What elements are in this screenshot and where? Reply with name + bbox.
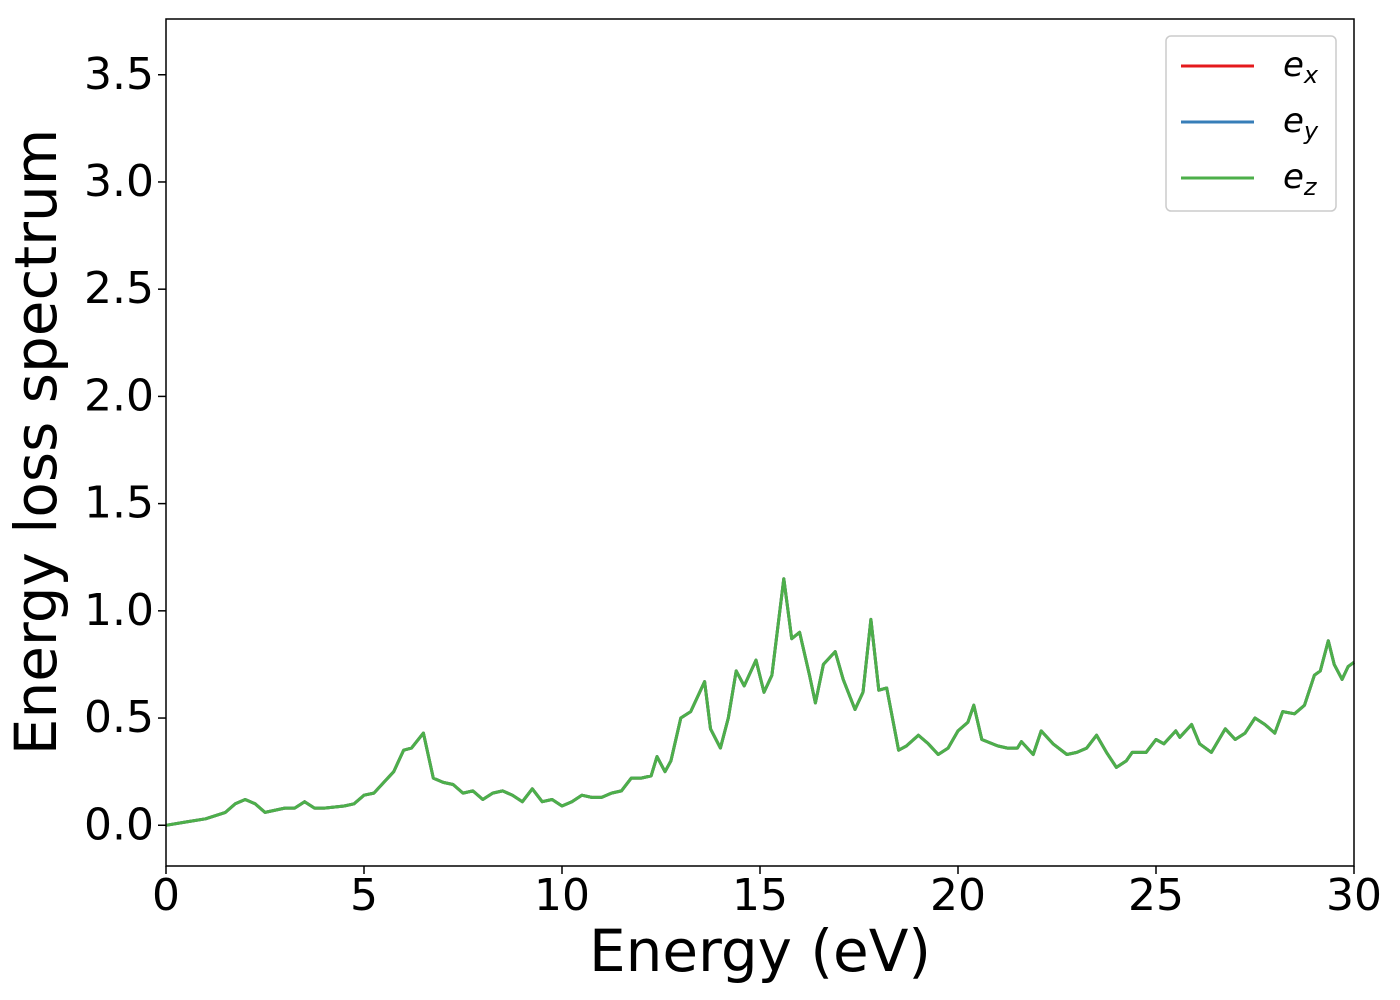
legend-label: ey: [1283, 101, 1319, 146]
y-tick-label: 1.5: [84, 478, 154, 529]
data-line: [165, 577, 1355, 827]
x-tick-label: 25: [1128, 870, 1184, 921]
y-tick-label: 2.5: [84, 263, 154, 314]
y-tick-label: 0.0: [84, 799, 154, 850]
y-tick-label: 3.5: [84, 49, 154, 100]
x-tick-label: 5: [350, 870, 378, 921]
legend-label: ex: [1283, 45, 1319, 90]
x-tick-label: 10: [534, 870, 590, 921]
legend-label: ez: [1283, 157, 1318, 202]
x-tick-label: 20: [930, 870, 986, 921]
y-axis-label: Energy loss spectrum: [2, 129, 70, 755]
plot-frame: [165, 18, 1355, 867]
x-tick-label: 0: [152, 870, 180, 921]
y-tick-label: 1.0: [84, 585, 154, 636]
y-tick-label: 0.5: [84, 692, 154, 743]
x-tick-label: 15: [732, 870, 788, 921]
data-line: [165, 577, 1355, 827]
x-axis-label: Energy (eV): [589, 917, 931, 985]
y-tick-label: 3.0: [84, 156, 154, 207]
y-tick-label: 2.0: [84, 370, 154, 421]
x-tick-label: 30: [1326, 870, 1382, 921]
data-line: [165, 577, 1355, 827]
